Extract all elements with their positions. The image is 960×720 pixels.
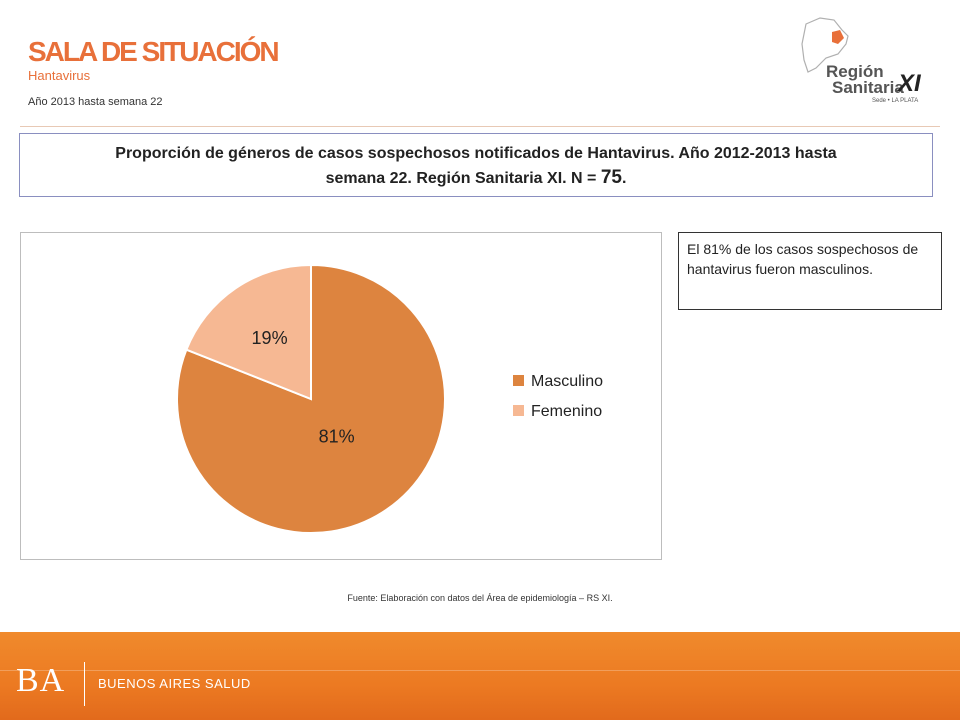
legend-swatch-masculino (513, 375, 524, 386)
chart-title-line1: Proporción de géneros de casos sospechos… (115, 145, 837, 162)
region-logo: Región Sanitaria XI Sede • LA PLATA (798, 14, 930, 106)
footer-separator (84, 662, 85, 706)
pie-chart: 81% 19% Masculino Femenino (176, 263, 603, 534)
page-subtitle: Hantavirus (28, 68, 91, 83)
chart-title: Proporción de géneros de casos sospechos… (19, 133, 933, 197)
legend-label-femenino: Femenino (531, 403, 602, 420)
period-label: Año 2013 hasta semana 22 (28, 96, 163, 108)
province-map-icon (801, 17, 849, 73)
chart-frame: 81% 19% Masculino Femenino (20, 232, 662, 560)
logo-line1: Región (826, 62, 884, 81)
page-title: SALA DE SITUACIÓN (28, 36, 280, 67)
source-note: Fuente: Elaboración con datos del Área d… (347, 593, 613, 603)
chart-title-n: 75 (600, 167, 622, 188)
note-box: El 81% de los casos sospechosos de hanta… (678, 232, 942, 310)
pie-slice-femenino (185, 263, 312, 401)
pie-label-masculino: 81% (319, 427, 355, 447)
footer-brand-text: BUENOS AIRES SALUD (98, 676, 251, 691)
logo-line2: Sanitaria (832, 78, 904, 97)
chart-title-line2: semana 22. Región Sanitaria XI. N = (325, 170, 601, 187)
logo-caption: Sede • LA PLATA (872, 98, 919, 104)
legend-label-masculino: Masculino (531, 373, 603, 390)
header-divider (20, 126, 940, 127)
logo-line3: XI (898, 70, 921, 97)
footer-bar: BA BUENOS AIRES SALUD (0, 632, 960, 720)
footer-ba-logo: BA (16, 662, 66, 699)
footer-divider (0, 670, 960, 671)
chart-title-end: . (621, 170, 627, 187)
pie-label-femenino: 19% (252, 328, 288, 348)
legend-swatch-femenino (513, 405, 524, 416)
